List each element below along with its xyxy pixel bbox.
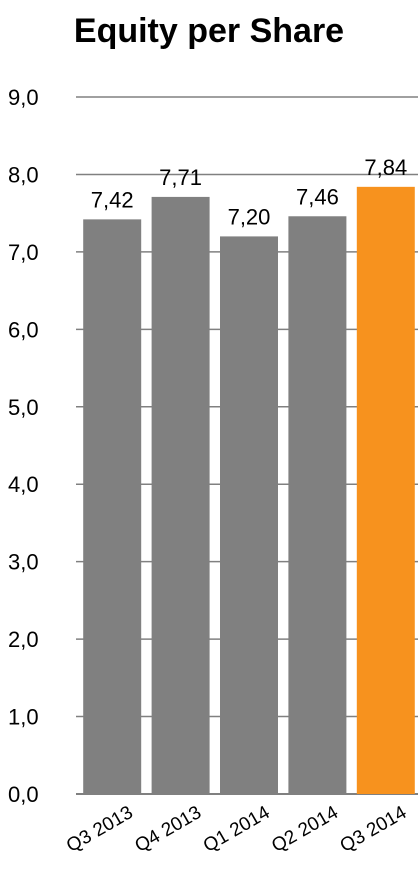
y-tick-label: 4,0	[8, 472, 39, 497]
bar-q4-2013	[151, 196, 210, 795]
data-label: 7,20	[228, 204, 271, 229]
x-tick-label: Q1 2014	[200, 802, 274, 857]
y-tick-label: 3,0	[8, 550, 39, 575]
y-tick-label: 0,0	[8, 782, 39, 807]
data-label: 7,71	[159, 165, 202, 190]
bar-q1-2014	[220, 236, 278, 794]
y-tick-label: 2,0	[8, 627, 39, 652]
bar-q3-2014	[356, 186, 415, 794]
data-label: 7,84	[364, 155, 407, 180]
chart-title: Equity per Share	[73, 12, 345, 50]
x-tick-label: Q3 2014	[337, 802, 411, 857]
bar-q3-2013	[83, 219, 142, 794]
data-label: 7,46	[296, 184, 339, 209]
x-tick-label: Q4 2013	[131, 802, 205, 857]
bars	[83, 186, 415, 795]
y-tick-label: 7,0	[8, 240, 39, 265]
bar-q2-2014	[288, 216, 347, 794]
data-label: 7,42	[91, 187, 134, 212]
y-tick-label: 9,0	[8, 85, 39, 110]
y-tick-label: 1,0	[8, 705, 39, 730]
data-labels: 7,42 7,71 7,20 7,46 7,84	[91, 155, 407, 230]
y-tick-label: 8,0	[8, 162, 39, 187]
x-tick-label: Q2 2014	[268, 802, 342, 857]
y-axis-ticks: 0,0 1,0 2,0 3,0 4,0 5,0 6,0 7,0 8,0 9,0	[8, 85, 39, 807]
x-tick-label: Q3 2013	[63, 802, 137, 857]
y-tick-label: 5,0	[8, 395, 39, 420]
y-tick-label: 6,0	[8, 317, 39, 342]
